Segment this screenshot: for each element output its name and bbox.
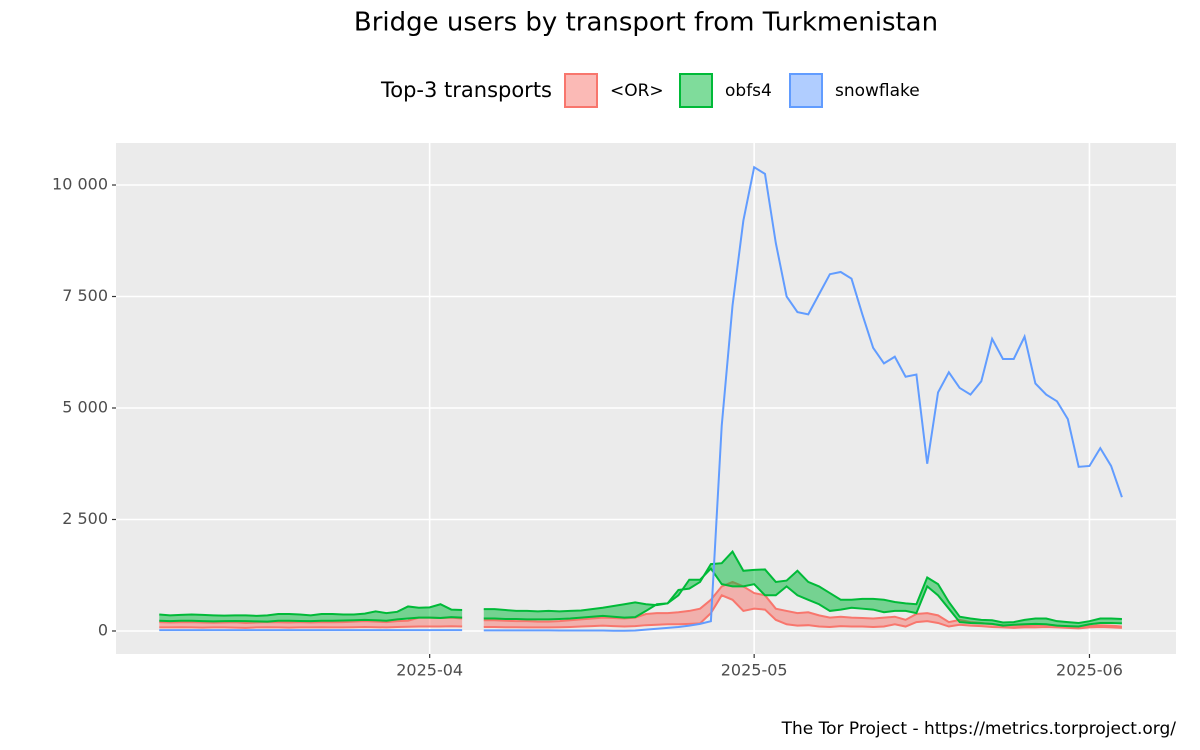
y-tick-label: 0 — [98, 620, 108, 639]
y-tick-label: 7 500 — [62, 286, 108, 305]
x-tick-label: 2025-06 — [1056, 661, 1123, 680]
legend-title: Top-3 transports — [380, 78, 552, 102]
ribbon-lower — [483, 566, 1122, 628]
ribbon-lower — [159, 616, 463, 623]
ribbon-fill — [159, 604, 463, 622]
y-tick-label: 2 500 — [62, 509, 108, 528]
ribbon-fill — [483, 551, 1122, 627]
legend-key — [789, 73, 823, 108]
ribbon-lower — [483, 594, 1122, 630]
chart-title: Bridge users by transport from Turkmenis… — [354, 8, 938, 38]
ribbon-lower — [159, 625, 463, 629]
line — [483, 165, 1123, 632]
x-tick-label: 2025-04 — [396, 661, 463, 680]
plot-background — [116, 143, 1176, 654]
legend-label: obfs4 — [725, 81, 772, 101]
legend-key — [564, 73, 598, 108]
ribbon-upper — [159, 603, 463, 617]
caption: The Tor Project - https://metrics.torpro… — [781, 719, 1177, 739]
legend-label: snowflake — [835, 81, 920, 101]
y-tick-label: 10 000 — [52, 175, 108, 194]
y-tick-label: 5 000 — [62, 397, 108, 416]
legend-key — [679, 73, 713, 108]
x-tick-label: 2025-05 — [721, 661, 788, 680]
legend-label: <OR> — [610, 81, 664, 101]
ribbon-fill — [483, 581, 1122, 629]
ribbon-upper — [159, 616, 463, 624]
ribbon-upper — [483, 549, 1122, 624]
